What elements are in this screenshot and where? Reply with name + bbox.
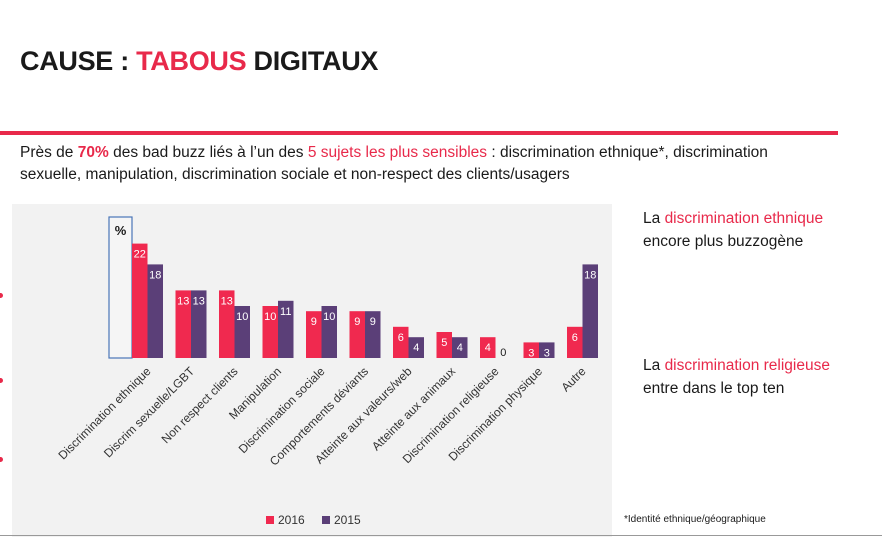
bottom-divider — [0, 535, 882, 536]
percent-box — [108, 216, 133, 359]
edge-bullet-dot — [0, 457, 3, 462]
bar-2016 — [393, 326, 409, 358]
data-label-2015: 10 — [236, 311, 248, 323]
note2-post: entre dans le top ten — [643, 380, 785, 397]
bar-2015 — [408, 337, 424, 358]
bar-2016 — [175, 290, 191, 358]
bar-2015 — [147, 264, 163, 358]
bar-2016 — [219, 290, 235, 358]
data-label-2016: 4 — [485, 342, 491, 354]
data-label-2016: 5 — [441, 337, 447, 349]
note2-pre: La — [643, 357, 665, 374]
data-label-2015: 13 — [193, 295, 205, 307]
bar-2016 — [262, 306, 278, 358]
bar-2016 — [349, 311, 365, 358]
bar-2016 — [567, 326, 583, 358]
data-label-2016: 9 — [354, 316, 360, 328]
subtitle-topics: 5 sujets les plus sensibles — [307, 144, 488, 161]
data-label-2015: 9 — [370, 316, 376, 328]
bar-2015 — [278, 300, 294, 358]
unit-label: % — [115, 223, 127, 238]
legend-swatch-2016 — [266, 516, 274, 524]
title-suffix: DIGITAUX — [246, 46, 379, 76]
bar-2016 — [132, 243, 148, 358]
note2-highlight: discrimination religieuse — [664, 357, 830, 374]
data-label-2016: 13 — [177, 295, 189, 307]
bar-2015 — [191, 290, 207, 358]
bar-2015 — [539, 342, 555, 358]
data-label-2016: 6 — [572, 332, 578, 344]
edge-bullet-dot — [0, 378, 3, 383]
data-label-2016: 13 — [221, 295, 233, 307]
bar-2015 — [321, 306, 337, 358]
bar-2015 — [582, 264, 598, 358]
category-label: Autre — [558, 364, 588, 394]
note1-pre: La — [643, 210, 665, 227]
title-accent: TABOUS — [136, 46, 247, 76]
data-label-2016: 6 — [398, 332, 404, 344]
data-label-2016: 3 — [528, 347, 534, 359]
category-label: Non respect clients — [159, 364, 241, 446]
data-label-2015: 4 — [457, 342, 463, 354]
subtitle-pct: 70% — [77, 144, 109, 161]
bar-2016 — [523, 342, 539, 358]
data-label-2015: 11 — [280, 306, 291, 318]
subtitle-part1: Près de — [20, 144, 78, 161]
chart-panel: % 22 18 Discrimination ethnique 13 13 Discrim … — [12, 204, 612, 537]
subtitle-part3: : discrimination ethnique*, discriminati… — [20, 144, 768, 183]
data-label-2015: 3 — [544, 347, 550, 359]
category-label: Atteinte aux animaux — [369, 364, 458, 453]
bar-2015 — [365, 311, 381, 358]
data-label-2015: 0 — [500, 347, 506, 359]
legend-label-2015: 2015 — [334, 513, 361, 527]
top-divider — [0, 131, 838, 135]
note-ethnic: La discrimination ethnique encore plus b… — [643, 207, 863, 253]
page-title: CAUSE : TABOUS DIGITAUX — [20, 46, 378, 77]
note1-post: encore plus buzzogène — [643, 233, 804, 250]
bar-2016 — [480, 337, 496, 358]
edge-bullet-dot — [0, 293, 3, 298]
data-label-2015: 10 — [323, 311, 335, 323]
data-label-2015: 18 — [149, 269, 161, 281]
subtitle-part2: des bad buzz liés à l’un des — [108, 144, 308, 161]
data-label-2015: 4 — [413, 342, 419, 354]
legend-swatch-2015 — [322, 516, 330, 524]
bar-2016 — [436, 332, 452, 358]
legend-label-2016: 2016 — [278, 513, 305, 527]
data-label-2016: 9 — [311, 316, 317, 328]
title-prefix: CAUSE : — [20, 46, 137, 76]
data-label-2016: 22 — [134, 249, 146, 261]
note-religious: La discrimination religieuse entre dans … — [643, 354, 863, 400]
bar-2015 — [234, 306, 250, 358]
footnote: *Identité ethnique/géographique — [624, 514, 766, 525]
bar-2015 — [452, 337, 468, 358]
data-label-2015: 18 — [584, 269, 596, 281]
subtitle: Près de 70% des bad buzz liés à l’un des… — [20, 142, 820, 186]
data-label-2016: 10 — [264, 311, 276, 323]
note1-highlight: discrimination ethnique — [664, 210, 824, 227]
bar-2016 — [306, 311, 322, 358]
